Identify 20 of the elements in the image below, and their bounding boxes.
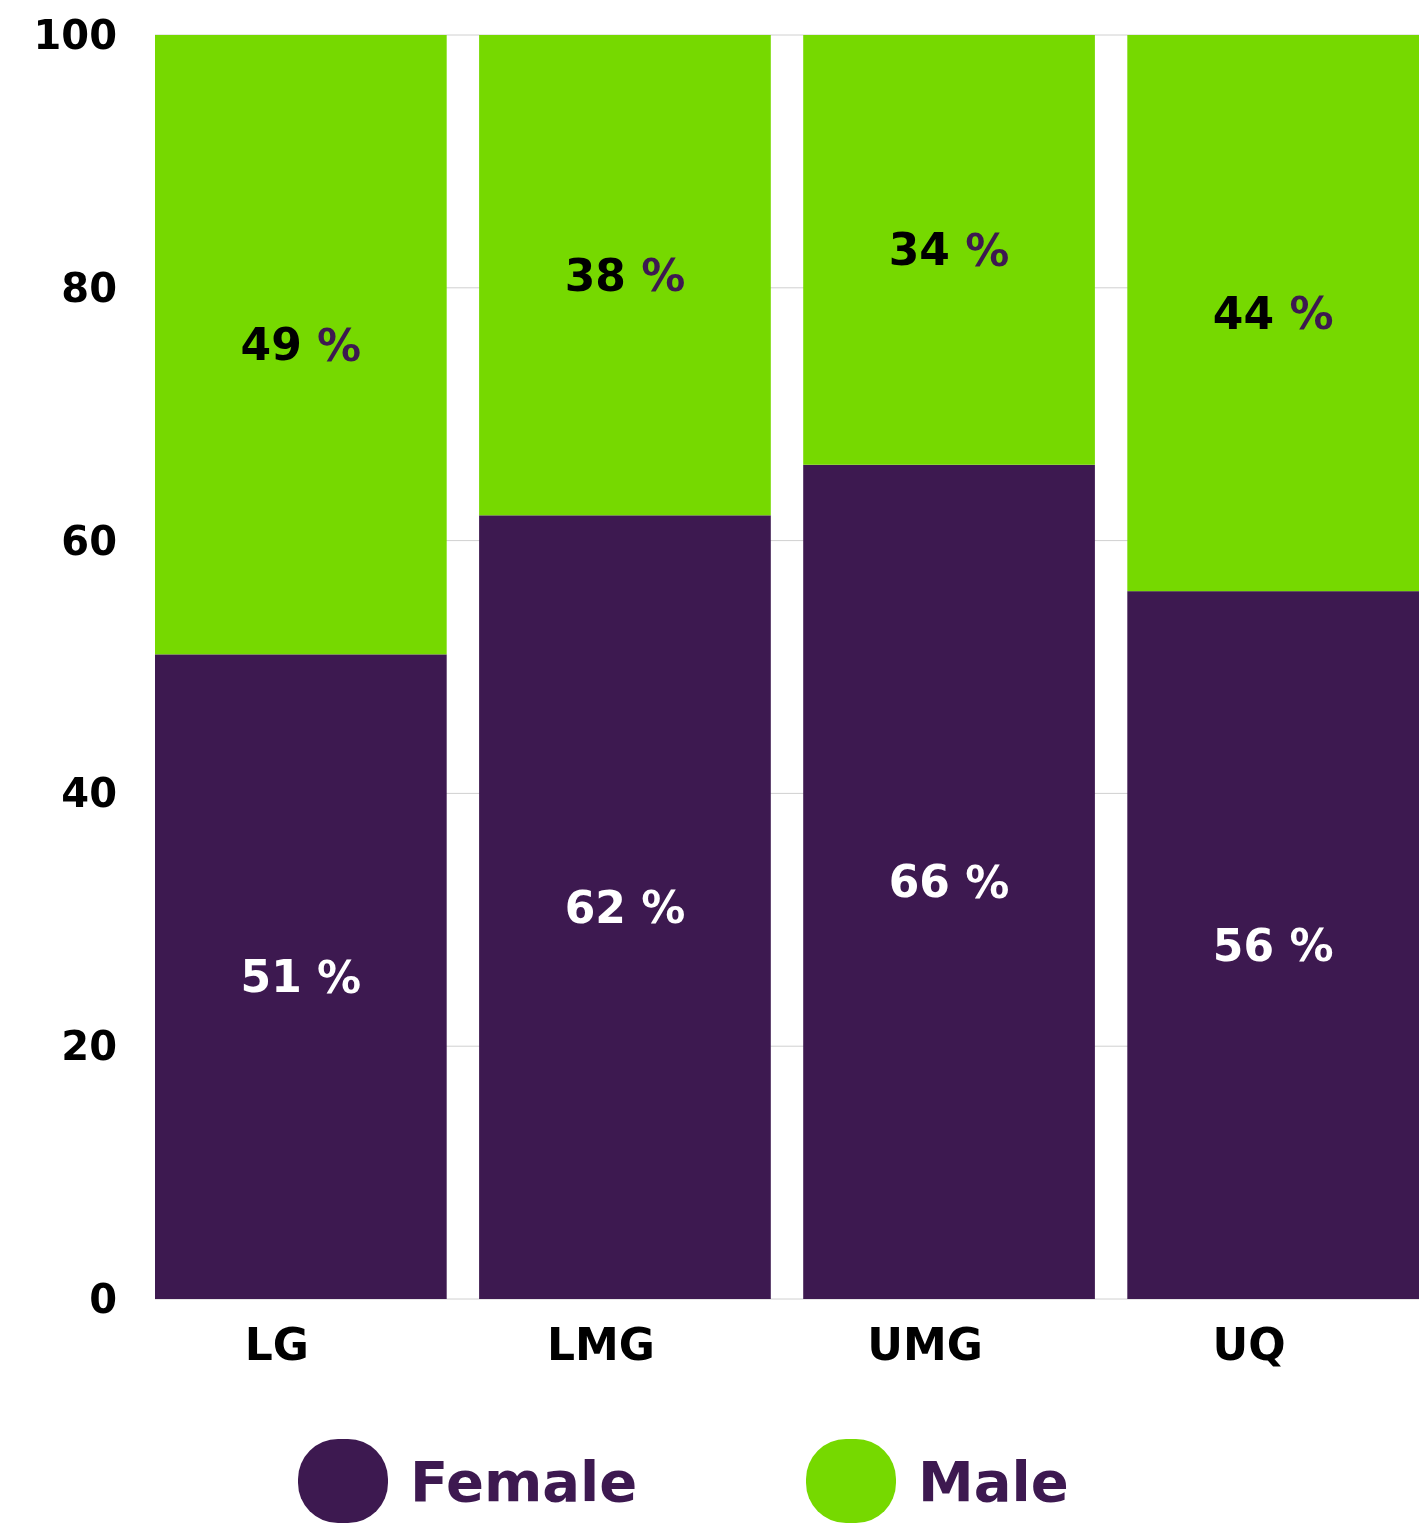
y-tick-label: 20	[61, 1023, 117, 1070]
data-label: 44 %	[1212, 287, 1334, 339]
y-tick-label: 100	[33, 12, 117, 58]
legend-label: Male	[918, 1448, 1069, 1514]
data-label: 51 %	[240, 951, 362, 1003]
data-label: 34 %	[888, 224, 1010, 276]
y-tick-label: 40	[61, 770, 117, 817]
x-tick-label: LG	[244, 1318, 309, 1370]
x-tick-label: UMG	[867, 1318, 983, 1370]
y-tick-label: 0	[89, 1276, 117, 1322]
data-label: 66 %	[888, 856, 1010, 908]
data-label: 56 %	[1212, 919, 1334, 971]
data-label: 49 %	[240, 319, 362, 371]
legend-label: Female	[410, 1448, 638, 1514]
x-tick-label: LMG	[546, 1318, 655, 1370]
data-label: 62 %	[564, 881, 686, 933]
y-tick-label: 60	[61, 517, 117, 564]
data-label: 38 %	[564, 249, 686, 301]
x-tick-label: UQ	[1212, 1318, 1286, 1370]
y-tick-label: 80	[61, 264, 117, 311]
